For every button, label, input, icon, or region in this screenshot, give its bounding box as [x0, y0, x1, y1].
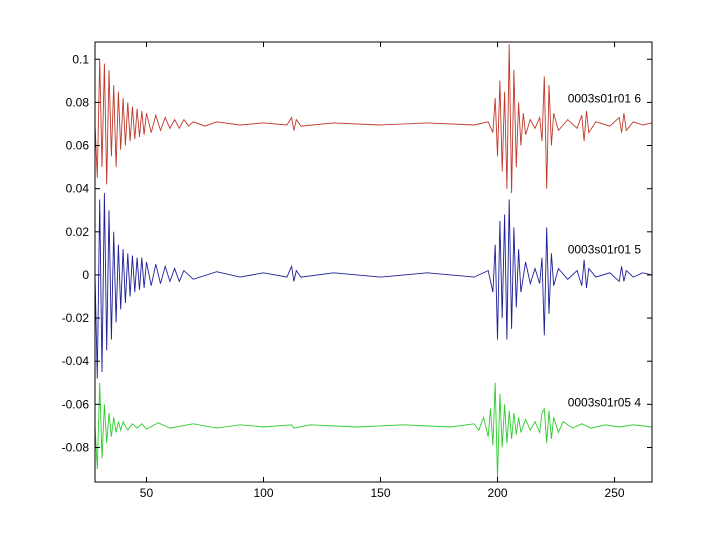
- y-tick-label: -0.08: [62, 440, 90, 454]
- y-tick-label: -0.04: [62, 354, 90, 368]
- series-label-3: 0003s01r05 4: [568, 396, 642, 410]
- y-tick-label: -0.02: [62, 311, 90, 325]
- series-label-1: 0003s01r01 6: [568, 91, 642, 105]
- y-tick-label: 0.06: [66, 139, 90, 153]
- axes-layer: 50 100 150 200 250 0.1 0.08 0.06 0.04 0.02 0 -0.02 -…: [62, 41, 653, 500]
- x-tick-label: 50: [140, 486, 154, 500]
- x-tick-label: 150: [371, 486, 391, 500]
- series-layer: [94, 44, 653, 478]
- y-tick-label: 0.08: [66, 95, 90, 109]
- series-line-1: [94, 44, 653, 194]
- y-tick-label: 0.1: [72, 52, 89, 66]
- x-tick-label: 250: [605, 486, 625, 500]
- series-labels: 0003s01r01 6 0003s01r01 5 0003s01r05 4: [568, 91, 642, 409]
- plot-area: [95, 42, 652, 482]
- y-tick-label: 0.02: [66, 225, 90, 239]
- x-tick-label: 100: [253, 486, 273, 500]
- x-tick-label: 200: [488, 486, 508, 500]
- series-label-2: 0003s01r01 5: [568, 242, 642, 256]
- y-tick-label: 0.04: [66, 182, 90, 196]
- axes-frame: [94, 41, 653, 483]
- series-line-2: [94, 192, 653, 379]
- y-tick-label: 0: [82, 268, 89, 282]
- series-line-3: [94, 382, 653, 478]
- y-tick-label: -0.06: [62, 397, 90, 411]
